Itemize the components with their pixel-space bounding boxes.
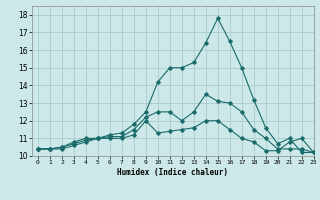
X-axis label: Humidex (Indice chaleur): Humidex (Indice chaleur) [117,168,228,177]
